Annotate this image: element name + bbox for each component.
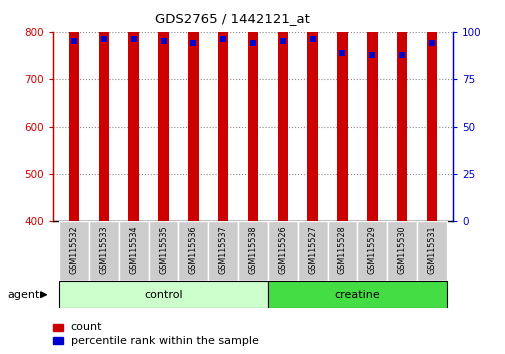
Bar <box>247 0 258 221</box>
Text: creatine: creatine <box>334 290 380 300</box>
Bar <box>386 221 416 281</box>
Text: count: count <box>71 322 102 332</box>
Bar <box>426 0 436 221</box>
Bar <box>208 221 238 281</box>
Point <box>278 39 286 44</box>
Bar <box>59 221 89 281</box>
Bar <box>148 221 178 281</box>
Text: GSM115526: GSM115526 <box>278 225 287 274</box>
Bar <box>128 0 138 221</box>
Bar <box>218 0 228 221</box>
Bar <box>53 337 63 344</box>
Bar <box>158 0 168 221</box>
Bar <box>59 281 267 308</box>
Point <box>368 52 376 57</box>
Bar <box>277 0 287 221</box>
Point <box>308 36 316 42</box>
Bar <box>307 0 317 221</box>
Point <box>159 39 167 44</box>
Point <box>70 39 78 44</box>
Text: GSM115538: GSM115538 <box>248 225 257 274</box>
Text: GSM115530: GSM115530 <box>397 225 406 274</box>
Text: agent: agent <box>8 290 40 300</box>
Bar <box>188 0 198 221</box>
Point <box>248 40 257 46</box>
Bar <box>89 221 119 281</box>
Bar <box>396 25 407 221</box>
Bar <box>337 6 347 221</box>
Point <box>189 40 197 46</box>
Bar <box>367 11 377 221</box>
Bar <box>267 281 446 308</box>
Text: control: control <box>144 290 182 300</box>
Text: GSM115535: GSM115535 <box>159 225 168 274</box>
Point <box>397 52 406 57</box>
Bar <box>238 221 267 281</box>
Bar <box>327 221 357 281</box>
Bar <box>178 221 208 281</box>
Point <box>219 36 227 42</box>
Point <box>129 36 137 42</box>
Text: percentile rank within the sample: percentile rank within the sample <box>71 336 258 346</box>
Bar <box>69 0 79 221</box>
Bar <box>119 221 148 281</box>
Bar <box>297 221 327 281</box>
Point <box>427 40 435 46</box>
Text: GSM115532: GSM115532 <box>69 225 78 274</box>
Bar <box>357 221 386 281</box>
Text: GDS2765 / 1442121_at: GDS2765 / 1442121_at <box>155 12 310 25</box>
Text: GSM115536: GSM115536 <box>188 225 197 274</box>
Text: GSM115537: GSM115537 <box>218 225 227 274</box>
Text: GSM115529: GSM115529 <box>367 225 376 274</box>
Text: GSM115531: GSM115531 <box>427 225 436 274</box>
Bar <box>267 221 297 281</box>
Text: GSM115533: GSM115533 <box>99 225 108 274</box>
Bar <box>98 0 109 221</box>
Bar <box>53 324 63 331</box>
Text: GSM115528: GSM115528 <box>337 225 346 274</box>
Text: GSM115534: GSM115534 <box>129 225 138 274</box>
Point <box>99 36 108 42</box>
Point <box>338 50 346 56</box>
Bar <box>416 221 446 281</box>
Text: GSM115527: GSM115527 <box>308 225 317 274</box>
